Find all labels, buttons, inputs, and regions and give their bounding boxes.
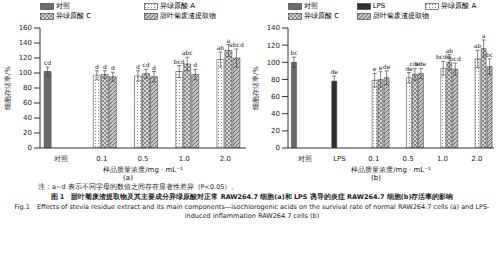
html-text:异绿原酸 C: 异绿原酸 C: [56, 12, 92, 20]
svg-text:20: 20: [23, 129, 32, 137]
svg-text:细胞存活率/%: 细胞存活率/%: [8, 66, 12, 110]
svg-text:140: 140: [267, 24, 280, 32]
svg-text:60: 60: [23, 99, 32, 107]
svg-text:0.5: 0.5: [137, 155, 148, 163]
html-text:(a): (a): [123, 174, 133, 182]
svg-text:e: e: [378, 63, 383, 71]
svg-text:d: d: [103, 63, 107, 70]
svg-text:cde: cde: [416, 60, 427, 67]
svg-text:0: 0: [28, 144, 32, 152]
svg-text:LPS: LPS: [333, 155, 346, 163]
svg-text:40: 40: [271, 110, 280, 118]
svg-text:样品质量浓度/mg · mL⁻¹: 样品质量浓度/mg · mL⁻¹: [103, 166, 183, 174]
html-text:(b): (b): [371, 174, 381, 182]
html-text:Fig.1 Effects of stevia residu: Fig.1 Effects of stevia residue extract …: [14, 203, 490, 220]
svg-text:细胞存活率/%: 细胞存活率/%: [252, 66, 260, 110]
html-text:注：a~d 表示不同字母的数值之间存在显著性差异（P<0.0: 注：a~d 表示不同字母的数值之间存在显著性差异（P<0.05）。: [38, 183, 239, 191]
svg-text:20: 20: [271, 127, 280, 135]
svg-text:0.1: 0.1: [368, 155, 379, 163]
svg-text:80: 80: [23, 84, 32, 92]
svg-text:d: d: [136, 63, 140, 70]
svg-text:160: 160: [19, 24, 32, 32]
svg-text:de: de: [331, 68, 339, 75]
svg-text:2.0: 2.0: [220, 155, 231, 163]
svg-text:ab: ab: [474, 42, 482, 49]
svg-text:bcd: bcd: [450, 55, 461, 62]
svg-text:140: 140: [19, 39, 32, 47]
svg-text:bc: bc: [486, 51, 493, 58]
svg-text:d: d: [152, 64, 156, 71]
svg-text:100: 100: [19, 69, 32, 77]
svg-text:ab: ab: [446, 47, 454, 54]
svg-text:de: de: [383, 63, 391, 70]
svg-text:120: 120: [19, 54, 32, 62]
html-text:LPS: LPS: [372, 2, 386, 10]
svg-text:对照: 对照: [54, 155, 68, 163]
svg-text:1.0: 1.0: [179, 155, 190, 163]
svg-text:e: e: [373, 65, 377, 72]
svg-text:100: 100: [267, 59, 280, 67]
svg-text:80: 80: [271, 76, 280, 84]
svg-text:d: d: [111, 64, 115, 71]
svg-text:0: 0: [276, 144, 280, 152]
svg-text:abc: abc: [182, 49, 193, 56]
html-text:对照: 对照: [56, 2, 70, 10]
svg-text:40: 40: [23, 114, 32, 122]
svg-text:d: d: [95, 63, 99, 70]
html-text:对照: 对照: [304, 2, 318, 10]
html-text:异绿原酸 C: 异绿原酸 C: [304, 12, 340, 20]
svg-text:bc: bc: [290, 49, 297, 56]
svg-text:bcde: bcde: [436, 53, 451, 60]
svg-text:2.0: 2.0: [471, 155, 482, 163]
html-text:图 1 甜叶菊废渣提取物及其主要成分异绿原酸对正常 RAW2: 图 1 甜叶菊废渣提取物及其主要成分异绿原酸对正常 RAW264.7 细胞(a)…: [50, 193, 454, 201]
svg-text:0.1: 0.1: [96, 155, 107, 163]
svg-text:d: d: [193, 61, 197, 68]
svg-text:a: a: [482, 32, 486, 39]
svg-text:60: 60: [271, 93, 280, 101]
svg-text:1.0: 1.0: [437, 155, 448, 163]
html-text:异绿原酸 A: 异绿原酸 A: [441, 2, 477, 10]
svg-text:样品质量浓度/mg · mL⁻¹: 样品质量浓度/mg · mL⁻¹: [351, 166, 431, 174]
svg-text:ab: ab: [217, 44, 225, 51]
svg-text:120: 120: [267, 42, 280, 50]
svg-text:cd: cd: [44, 59, 51, 66]
svg-text:abcd: abcd: [229, 41, 244, 48]
svg-text:bcd: bcd: [174, 58, 185, 65]
svg-text:a: a: [226, 36, 231, 44]
html-text:甜叶菊废渣提取物: 甜叶菊废渣提取物: [160, 12, 216, 20]
html-text:甜叶菊废渣提取物: 甜叶菊废渣提取物: [372, 12, 429, 20]
svg-text:对照: 对照: [298, 155, 312, 163]
svg-text:cd: cd: [142, 61, 149, 68]
svg-text:de: de: [405, 64, 413, 72]
html-text:异绿原酸 A: 异绿原酸 A: [160, 2, 195, 10]
svg-text:0.5: 0.5: [403, 155, 414, 163]
